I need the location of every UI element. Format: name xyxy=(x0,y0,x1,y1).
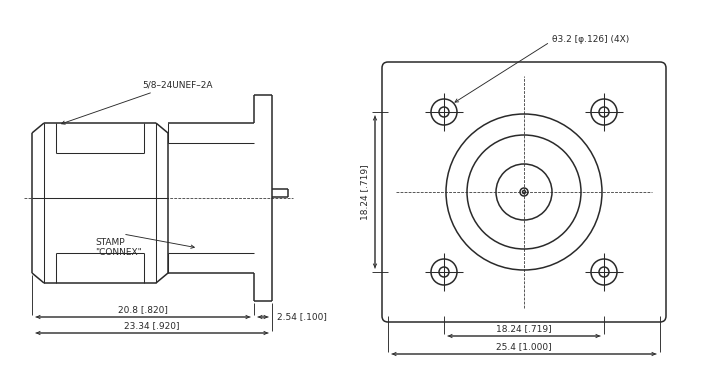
Text: 18.24 [.719]: 18.24 [.719] xyxy=(496,324,552,333)
Text: 2.54 [.100]: 2.54 [.100] xyxy=(277,312,327,321)
Text: STAMP
"CONNEX": STAMP "CONNEX" xyxy=(95,238,142,257)
Text: 20.8 [.820]: 20.8 [.820] xyxy=(118,305,168,314)
Text: 18.24 [.719]: 18.24 [.719] xyxy=(360,164,369,220)
Text: θ3.2 [φ.126] (4X): θ3.2 [φ.126] (4X) xyxy=(552,36,629,45)
Text: 23.34 [.920]: 23.34 [.920] xyxy=(125,321,180,330)
Text: 25.4 [1.000]: 25.4 [1.000] xyxy=(496,342,552,351)
Text: 5/8–24UNEF–2A: 5/8–24UNEF–2A xyxy=(143,80,213,89)
